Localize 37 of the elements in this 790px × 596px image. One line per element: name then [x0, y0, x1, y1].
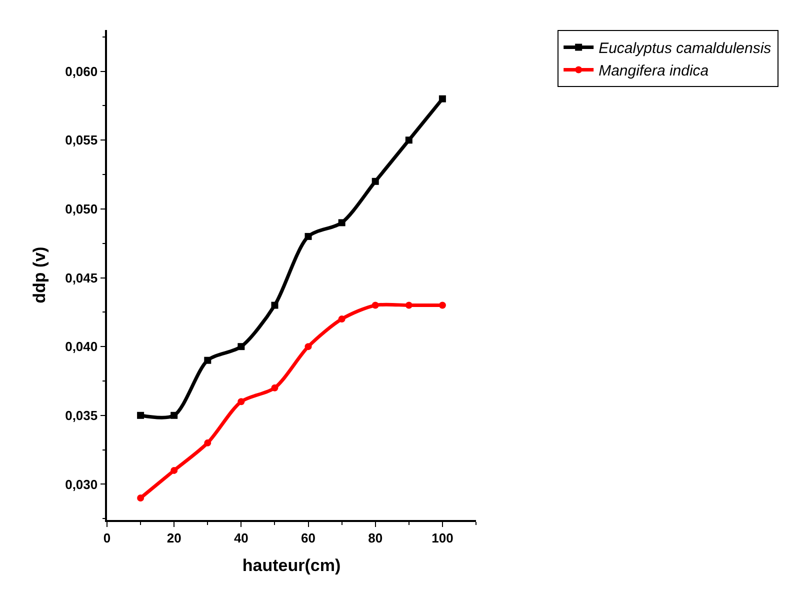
point: [170, 466, 178, 474]
y-tick-label: 0,035: [65, 408, 98, 423]
point: [137, 412, 144, 419]
x-tick-label: 100: [432, 530, 454, 546]
point: [271, 302, 278, 309]
x-tick-label: 20: [166, 530, 182, 546]
point: [271, 384, 278, 392]
y-tick-label: 0,050: [65, 201, 98, 216]
legend-label: Eucalyptus camaldulensis: [598, 40, 772, 58]
y-tick-label: 0,060: [65, 64, 98, 79]
x-axis-title: hauteur(cm): [242, 556, 341, 576]
point: [438, 302, 446, 309]
point: [170, 412, 178, 419]
point: [338, 219, 346, 226]
point: [137, 494, 144, 502]
point: [238, 343, 245, 350]
y-axis-title: ddp (v): [30, 246, 50, 304]
legend-label: Mangifera indica: [598, 62, 709, 80]
x-tick-label: 0: [103, 530, 111, 546]
point: [204, 439, 212, 446]
y-tick-label: 0,055: [65, 132, 98, 148]
x-tick-label: 40: [234, 530, 248, 546]
point: [438, 95, 446, 102]
point: [338, 316, 346, 323]
point: [372, 302, 379, 309]
y-tick-label: 0,045: [65, 270, 98, 286]
point: [304, 232, 312, 240]
point: [372, 178, 379, 185]
point: [405, 136, 412, 144]
y-tick-label: 0,040: [65, 339, 98, 354]
x-tick-label: 60: [301, 530, 316, 546]
y-tick-label: 0,030: [65, 476, 98, 492]
point: [204, 356, 212, 364]
point: [238, 398, 245, 406]
x-tick-label: 80: [368, 530, 383, 546]
point: [304, 343, 312, 350]
point: [405, 302, 412, 309]
